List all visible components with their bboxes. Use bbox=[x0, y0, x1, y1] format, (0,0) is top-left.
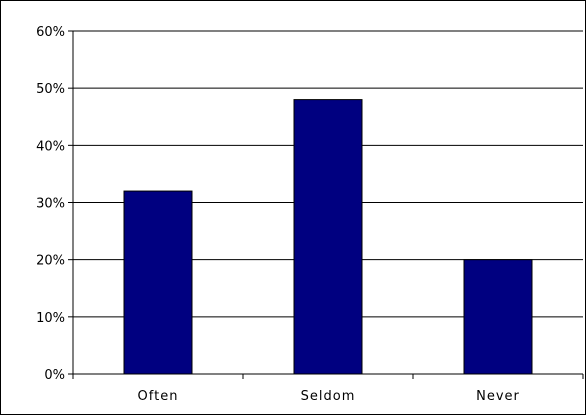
x-category-label: Never bbox=[476, 389, 520, 404]
x-category-label: Often bbox=[138, 389, 179, 404]
y-tick-label: 60% bbox=[36, 25, 65, 40]
bar-often bbox=[123, 190, 193, 375]
x-axis-category-labels: Often Seldom Never bbox=[138, 389, 520, 404]
y-tick-label: 40% bbox=[36, 139, 65, 154]
y-tick-label: 0% bbox=[44, 368, 65, 383]
y-tick-label: 10% bbox=[36, 311, 65, 326]
bar-seldom bbox=[293, 99, 363, 375]
bar-never bbox=[463, 259, 533, 375]
y-tick-label: 50% bbox=[36, 82, 65, 97]
x-axis-ticks bbox=[72, 374, 584, 379]
y-tick-label: 20% bbox=[36, 254, 65, 269]
y-tick-label: 30% bbox=[36, 197, 65, 212]
bars bbox=[123, 99, 533, 375]
x-category-label: Seldom bbox=[301, 389, 356, 404]
y-axis-ticks: 0% 10% 20% 30% 40% 50% 60% bbox=[36, 25, 73, 383]
